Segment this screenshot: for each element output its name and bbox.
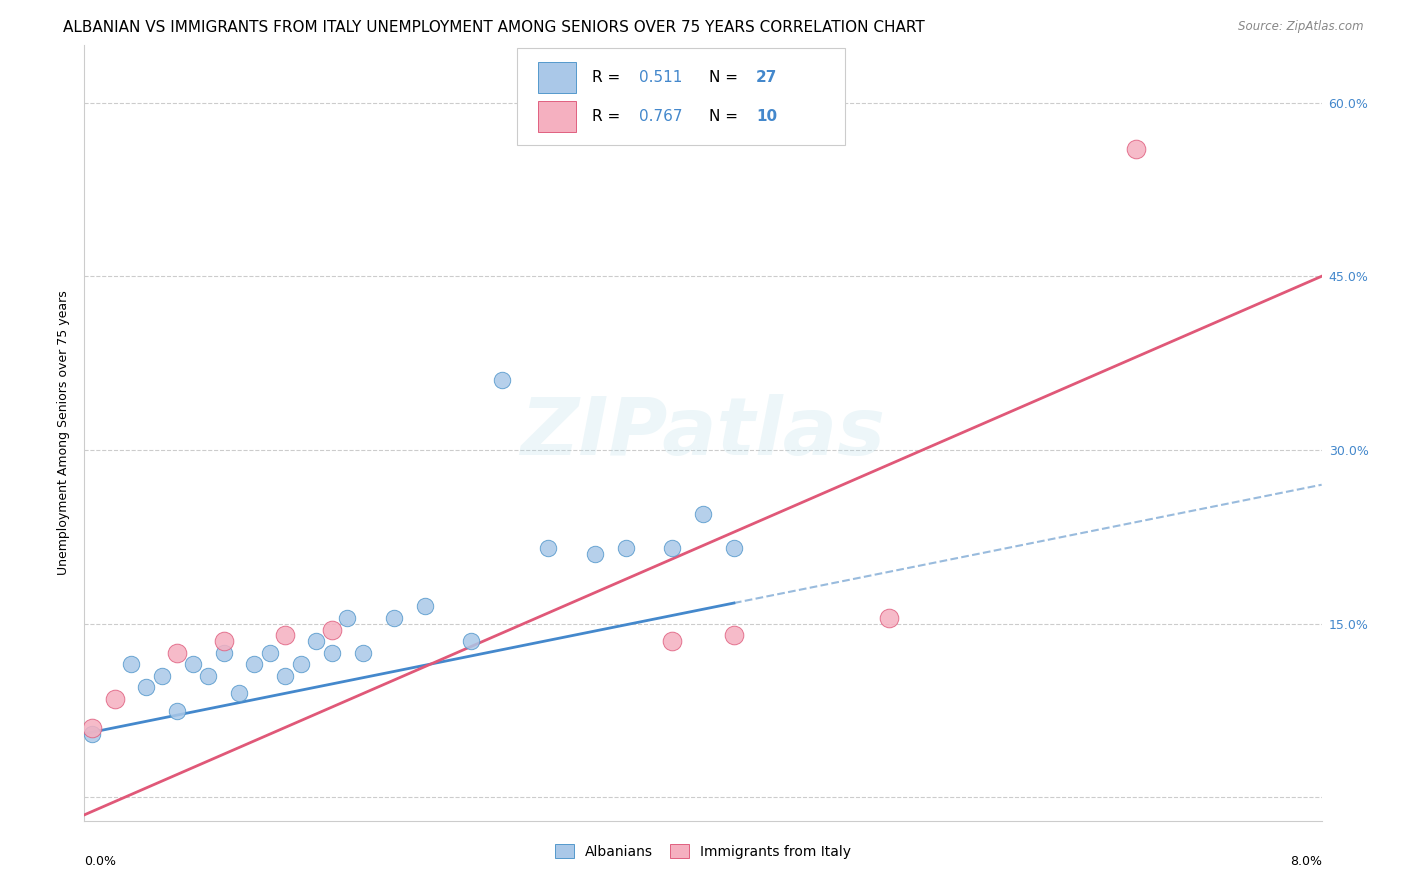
- Text: 27: 27: [756, 70, 778, 86]
- Point: [274, 628, 297, 642]
- Point: [82, 721, 104, 735]
- Point: [336, 611, 359, 625]
- Text: 0.511: 0.511: [638, 70, 682, 86]
- Point: [723, 541, 745, 556]
- Point: [382, 611, 405, 625]
- FancyBboxPatch shape: [538, 62, 575, 94]
- Point: [181, 657, 204, 672]
- Text: ZIPatlas: ZIPatlas: [520, 393, 886, 472]
- FancyBboxPatch shape: [538, 102, 575, 132]
- Text: 10: 10: [756, 110, 778, 124]
- Point: [352, 646, 374, 660]
- Point: [305, 634, 328, 648]
- Point: [259, 646, 281, 660]
- Text: 8.0%: 8.0%: [1289, 855, 1322, 869]
- Text: R =: R =: [592, 70, 624, 86]
- FancyBboxPatch shape: [517, 48, 845, 145]
- Text: ALBANIAN VS IMMIGRANTS FROM ITALY UNEMPLOYMENT AMONG SENIORS OVER 75 YEARS CORRE: ALBANIAN VS IMMIGRANTS FROM ITALY UNEMPL…: [63, 20, 925, 35]
- Point: [723, 628, 745, 642]
- Point: [413, 599, 436, 614]
- Point: [120, 657, 142, 672]
- Point: [82, 727, 104, 741]
- Point: [491, 374, 513, 388]
- Point: [243, 657, 266, 672]
- Point: [274, 669, 297, 683]
- Point: [212, 646, 235, 660]
- Text: 0.767: 0.767: [638, 110, 682, 124]
- Point: [321, 646, 343, 660]
- Point: [661, 634, 683, 648]
- Point: [460, 634, 482, 648]
- Text: 0.0%: 0.0%: [84, 855, 117, 869]
- Point: [877, 611, 900, 625]
- Point: [166, 646, 188, 660]
- Point: [166, 704, 188, 718]
- Y-axis label: Unemployment Among Seniors over 75 years: Unemployment Among Seniors over 75 years: [58, 290, 70, 575]
- Point: [228, 686, 250, 700]
- Point: [583, 547, 606, 561]
- Point: [212, 634, 235, 648]
- Legend: Albanians, Immigrants from Italy: Albanians, Immigrants from Italy: [550, 838, 856, 864]
- Point: [1125, 142, 1147, 156]
- Text: N =: N =: [709, 110, 742, 124]
- Point: [692, 507, 714, 521]
- Point: [197, 669, 219, 683]
- Point: [135, 681, 157, 695]
- Point: [321, 623, 343, 637]
- Point: [614, 541, 637, 556]
- Point: [661, 541, 683, 556]
- Point: [537, 541, 560, 556]
- Point: [290, 657, 312, 672]
- Text: R =: R =: [592, 110, 624, 124]
- Point: [150, 669, 173, 683]
- Text: N =: N =: [709, 70, 742, 86]
- Point: [104, 692, 127, 706]
- Text: Source: ZipAtlas.com: Source: ZipAtlas.com: [1239, 20, 1364, 33]
